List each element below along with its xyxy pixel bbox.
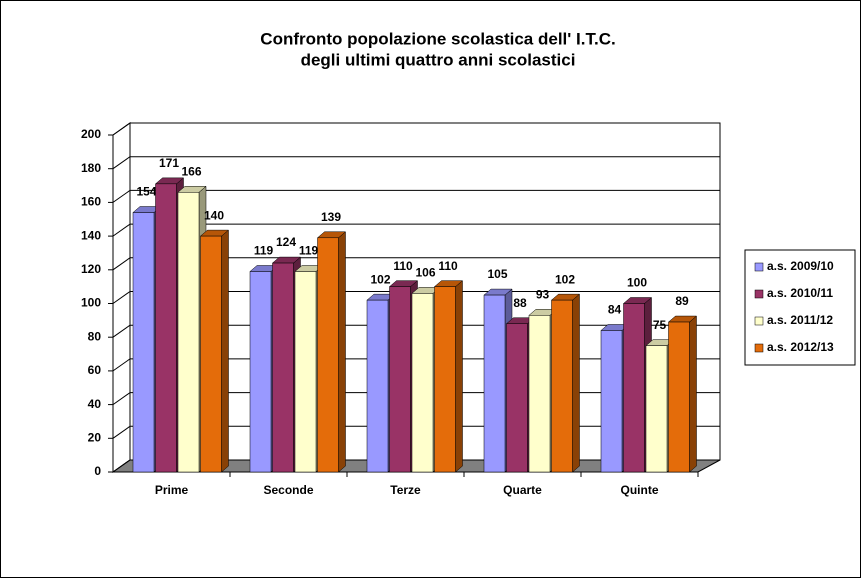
x-tick-label: Quarte xyxy=(503,483,542,497)
bar xyxy=(483,294,506,473)
y-tick-label: 160 xyxy=(81,195,101,209)
bar xyxy=(317,237,339,473)
y-tick-label: 0 xyxy=(94,464,101,478)
bar xyxy=(623,303,645,473)
data-label: 119 xyxy=(254,244,274,258)
data-label: 102 xyxy=(370,272,390,286)
y-tick-label: 100 xyxy=(81,296,101,310)
grid-line xyxy=(112,223,131,237)
bar xyxy=(551,299,573,473)
bar xyxy=(411,293,434,473)
grid-line xyxy=(112,358,131,372)
bar xyxy=(434,286,456,473)
grid-line xyxy=(112,392,131,406)
data-label: 119 xyxy=(299,244,319,258)
grid-line xyxy=(112,122,131,136)
bar xyxy=(668,321,690,473)
data-label: 102 xyxy=(555,272,575,286)
y-tick-label: 40 xyxy=(88,397,102,411)
bar xyxy=(645,345,668,473)
bar-side xyxy=(221,229,229,473)
bar xyxy=(528,315,551,473)
data-label: 106 xyxy=(415,266,435,280)
data-label: 93 xyxy=(536,287,550,301)
data-label: 139 xyxy=(321,210,341,224)
bar-side xyxy=(455,280,463,473)
legend-label: a.s. 2011/12 xyxy=(767,313,833,327)
bar xyxy=(600,330,623,473)
bar xyxy=(200,235,222,473)
bar xyxy=(249,271,272,473)
data-label: 140 xyxy=(204,208,224,222)
legend-swatch xyxy=(754,289,764,299)
legend-label: a.s. 2012/13 xyxy=(767,340,834,354)
bar xyxy=(177,192,200,473)
bar xyxy=(132,212,155,473)
bar-side xyxy=(338,231,346,473)
legend-swatch xyxy=(754,262,764,272)
x-tick-label: Prime xyxy=(155,483,189,497)
grid-line xyxy=(112,189,131,203)
grid-line xyxy=(112,425,131,439)
data-label: 84 xyxy=(608,303,622,317)
y-tick-label: 80 xyxy=(88,329,102,343)
legend-label: a.s. 2009/10 xyxy=(767,259,834,273)
bar xyxy=(155,183,177,473)
y-tick-label: 60 xyxy=(88,363,102,377)
data-label: 166 xyxy=(181,164,201,178)
data-label: 154 xyxy=(136,185,156,199)
data-label: 105 xyxy=(487,267,507,281)
data-label: 89 xyxy=(675,294,689,308)
x-tick-label: Seconde xyxy=(263,483,313,497)
legend-swatch xyxy=(754,316,764,326)
bar xyxy=(389,286,411,473)
y-tick-label: 200 xyxy=(81,127,101,141)
bar xyxy=(366,299,389,473)
chart-title: Confronto popolazione scolastica dell' I… xyxy=(260,29,615,48)
x-tick-label: Quinte xyxy=(621,483,659,497)
bar-side xyxy=(572,293,580,473)
bar xyxy=(506,323,528,473)
data-label: 124 xyxy=(276,235,296,249)
grid-line xyxy=(112,291,131,304)
legend-swatch xyxy=(754,343,764,353)
grid-line xyxy=(112,156,131,170)
chart-title: degli ultimi quattro anni scolastici xyxy=(301,50,576,69)
x-tick-label: Terze xyxy=(390,483,421,497)
data-label: 88 xyxy=(513,296,527,310)
y-tick-label: 140 xyxy=(81,228,101,242)
legend-label: a.s. 2010/11 xyxy=(767,286,833,300)
bar-side xyxy=(689,315,697,473)
data-label: 171 xyxy=(159,156,179,170)
grid-line xyxy=(112,324,131,338)
grid-line xyxy=(112,257,131,271)
bar xyxy=(294,271,317,473)
data-label: 100 xyxy=(627,276,647,290)
y-tick-label: 120 xyxy=(81,262,101,276)
data-label: 75 xyxy=(653,318,667,332)
y-tick-label: 20 xyxy=(88,430,102,444)
data-label: 110 xyxy=(393,259,413,273)
data-label: 110 xyxy=(438,259,458,273)
bar xyxy=(272,262,294,473)
legend-box xyxy=(744,249,856,366)
grid-line xyxy=(112,459,131,473)
y-tick-label: 180 xyxy=(81,161,101,175)
